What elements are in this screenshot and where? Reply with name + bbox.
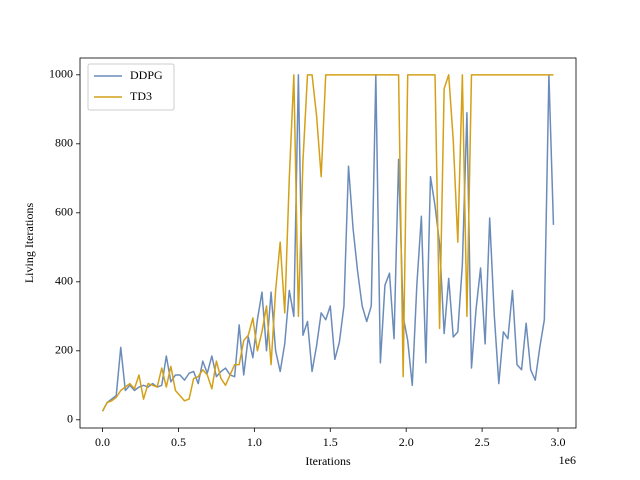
x-tick-label: 1.5 <box>323 435 338 449</box>
x-tick-label: 3.0 <box>551 435 566 449</box>
x-tick-label: 1.0 <box>247 435 262 449</box>
x-tick-label: 0.0 <box>95 435 110 449</box>
legend-label: TD3 <box>130 89 152 103</box>
y-tick-label: 0 <box>67 412 73 426</box>
x-tick-label: 0.5 <box>171 435 186 449</box>
series-line <box>101 74 555 412</box>
series-line <box>101 74 554 412</box>
x-offset-label: 1e6 <box>559 453 576 467</box>
x-axis-label: Iterations <box>305 454 351 468</box>
y-tick-label: 200 <box>55 343 73 357</box>
legend-label: DDPG <box>130 68 163 82</box>
y-tick-label: 800 <box>55 136 73 150</box>
x-tick-label: 2.0 <box>399 435 414 449</box>
plot-area <box>80 58 576 428</box>
y-tick-label: 400 <box>55 274 73 288</box>
y-tick-label: 600 <box>55 205 73 219</box>
y-tick-label: 1000 <box>49 67 73 81</box>
x-tick-label: 2.5 <box>475 435 490 449</box>
axes-frame <box>79 57 577 429</box>
y-axis-label: Living Iterations <box>22 203 36 284</box>
